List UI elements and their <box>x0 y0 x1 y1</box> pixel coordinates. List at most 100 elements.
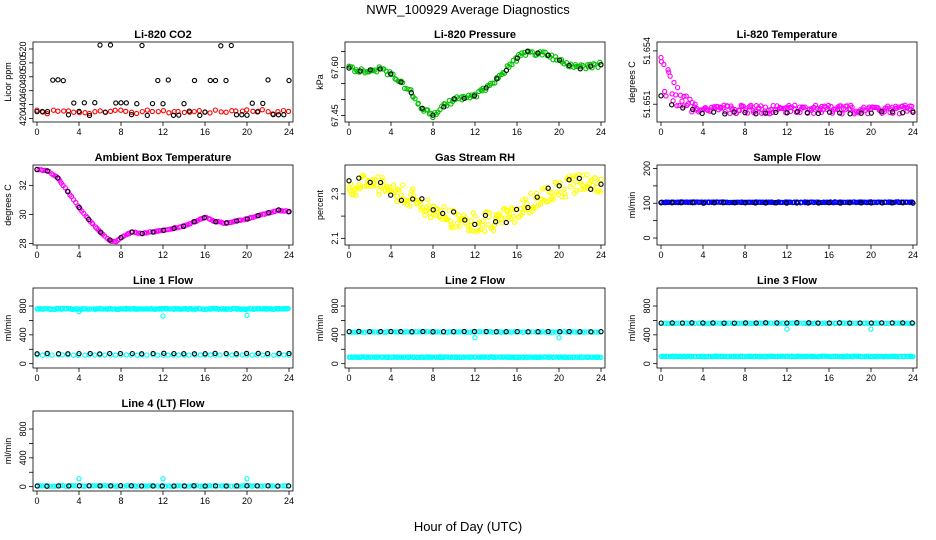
data-point <box>532 205 539 211</box>
data-point <box>742 109 748 116</box>
data-points-line1 <box>34 305 292 358</box>
data-point <box>440 210 446 217</box>
data-point <box>378 328 384 335</box>
x-tick-label: 16 <box>200 373 210 383</box>
data-point <box>144 107 150 113</box>
data-point <box>113 352 119 358</box>
data-point <box>446 207 452 213</box>
data-point <box>552 54 559 60</box>
data-point <box>113 483 119 489</box>
x-tick-label: 24 <box>596 127 606 137</box>
data-point <box>774 353 781 360</box>
data-point <box>55 77 61 83</box>
data-point <box>545 328 551 335</box>
x-tick-label: 24 <box>908 127 918 137</box>
data-point <box>422 212 428 218</box>
data-point <box>408 90 414 96</box>
data-point <box>598 354 604 361</box>
data-point <box>61 108 67 114</box>
x-tick-label: 12 <box>158 127 168 137</box>
x-tick-label: 8 <box>118 373 123 383</box>
data-point <box>818 320 825 327</box>
y-tick-label: 67.60 <box>330 56 340 79</box>
x-tick-label: 0 <box>346 127 351 137</box>
data-point <box>588 186 594 192</box>
data-points-line3 <box>658 320 916 360</box>
data-point <box>108 483 114 489</box>
data-point <box>376 191 382 198</box>
data-point <box>149 108 155 115</box>
x-tick-label: 20 <box>866 250 876 260</box>
data-point <box>742 200 749 206</box>
chart-panel-sample_flow: Sample Flow ml/min 0 4 8 12 16 20 24 0 100 200 <box>627 152 918 260</box>
data-point <box>427 329 434 335</box>
y-axis-sample_flow: 0 100 200 <box>642 161 657 241</box>
data-point <box>847 111 853 117</box>
data-point <box>265 109 271 115</box>
data-point <box>139 351 145 357</box>
data-point <box>265 483 271 489</box>
series-avg <box>658 199 915 206</box>
data-point <box>910 353 916 360</box>
data-point <box>404 329 410 335</box>
data-point <box>482 228 488 234</box>
x-tick-label: 12 <box>158 250 168 260</box>
data-point <box>128 483 134 489</box>
data-point <box>223 109 229 115</box>
data-point <box>760 320 766 326</box>
data-point <box>191 219 197 225</box>
data-point <box>910 109 916 115</box>
data-point <box>564 354 571 361</box>
data-point <box>97 42 103 48</box>
data-point <box>752 108 759 114</box>
data-point <box>763 200 769 206</box>
x-axis-label: Hour of Day (UTC) <box>414 519 522 534</box>
data-point <box>270 111 276 118</box>
data-point <box>700 200 707 206</box>
y-tick-label: 480 <box>18 69 28 84</box>
data-point <box>535 329 541 335</box>
data-point <box>255 212 261 219</box>
data-point <box>765 320 771 326</box>
data-point <box>372 329 378 335</box>
data-point <box>394 198 400 205</box>
series-diag <box>34 483 292 489</box>
data-point <box>589 354 596 360</box>
data-point <box>528 190 534 197</box>
data-point <box>285 108 292 115</box>
data-point <box>451 96 457 102</box>
data-point <box>896 111 903 117</box>
data-point <box>456 329 462 335</box>
data-point <box>76 483 83 489</box>
x-tick-label: 0 <box>34 127 39 137</box>
series-cyan_high <box>658 320 916 332</box>
data-point <box>897 320 903 326</box>
data-point <box>468 218 474 224</box>
data-point <box>76 108 82 115</box>
data-point <box>825 102 832 109</box>
data-point <box>34 483 40 489</box>
data-point <box>271 352 277 358</box>
data-point <box>480 218 486 224</box>
data-point <box>580 62 586 69</box>
data-point <box>155 77 161 84</box>
y-tick-label: 32 <box>18 180 28 190</box>
data-point <box>678 200 684 206</box>
data-point <box>909 320 915 326</box>
data-point <box>276 207 282 213</box>
data-point <box>117 350 124 357</box>
data-point <box>353 192 359 199</box>
data-point <box>89 483 96 489</box>
x-tick-label: 12 <box>158 373 168 383</box>
data-point <box>774 320 780 326</box>
x-axis-line3: 0 4 8 12 16 20 24 <box>658 368 918 383</box>
data-point <box>390 354 396 360</box>
data-point <box>545 52 551 58</box>
data-point <box>579 329 586 335</box>
data-point <box>671 79 677 86</box>
data-point <box>836 320 843 326</box>
data-point <box>844 320 850 326</box>
x-tick-label: 4 <box>700 373 705 383</box>
data-point <box>161 350 167 356</box>
data-point <box>441 203 447 210</box>
